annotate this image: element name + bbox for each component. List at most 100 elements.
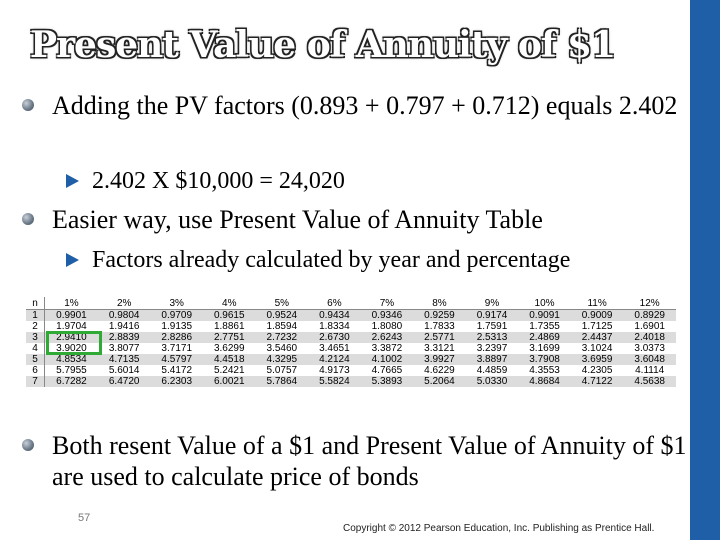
table-row: 5 4.8534 4.7135 4.5797 4.4518 4.3295 4.2124 4.1… (26, 354, 676, 365)
highlight-box (46, 331, 102, 355)
factor-cell: 3.3872 (371, 343, 403, 354)
bullet-icon (22, 99, 34, 111)
bullet-2-sub-1: Factors already calculated by year and p… (92, 247, 571, 273)
factor-cell: 0.9615 (203, 309, 256, 321)
factor-cell: 4.3553 (529, 365, 560, 376)
bullet-icon (22, 213, 34, 225)
factor-cell: 4.1114 (635, 365, 665, 376)
factor-cell: 3.9020 (56, 343, 87, 354)
factor-cell: 3.1024 (581, 343, 613, 354)
table-row: 2 1.9704 1.9416 1.9135 1.8861 1.8594 1.8334 1.8… (26, 321, 676, 332)
factor-cell: 3.7908 (518, 354, 571, 365)
factor-cell: 5.7955 (56, 365, 87, 376)
factor-cell: 3.6959 (570, 354, 624, 365)
factor-cell: 4.1002 (360, 354, 414, 365)
period-cell: 1 (26, 309, 45, 321)
factor-cell: 0.8929 (623, 309, 676, 321)
factor-cell: 6.2303 (150, 376, 203, 387)
factor-cell: 4.4859 (476, 365, 508, 376)
factor-cell: 4.7665 (371, 365, 403, 376)
bullet-icon (22, 439, 34, 451)
factor-cell: 0.9346 (360, 309, 414, 321)
factor-cell: 1.6901 (634, 321, 665, 332)
factor-cell: 4.8684 (518, 376, 571, 387)
factor-cell: 1.7125 (581, 321, 613, 332)
factor-cell: 2.8286 (150, 332, 203, 343)
factor-cell: 2.6243 (360, 332, 414, 343)
factor-cell: 5.6014 (108, 365, 140, 376)
arrow-bullet-icon (66, 253, 79, 267)
factor-cell: 3.1699 (529, 343, 560, 354)
factor-cell: 4.2124 (308, 354, 361, 365)
period-cell: 6 (26, 365, 45, 376)
factor-cell: 3.6299 (213, 343, 245, 354)
table-header-cell: 2% (97, 297, 151, 310)
factor-cell: 1.9135 (161, 321, 193, 332)
factor-cell: 5.0757 (266, 365, 298, 376)
factor-cell: 4.8534 (44, 354, 98, 365)
factor-cell: 4.4518 (203, 354, 256, 365)
factor-cell: 5.4172 (161, 365, 193, 376)
factor-cell: 5.2421 (213, 365, 245, 376)
table-header-cell: 4% (203, 297, 256, 310)
bullet-1-sub-1: 2.402 X $10,000 = 24,020 (92, 168, 345, 194)
factor-cell: 1.9704 (56, 321, 87, 332)
period-cell: 4 (26, 343, 45, 354)
factor-cell: 0.9709 (150, 309, 203, 321)
factor-cell: 0.9009 (570, 309, 624, 321)
table-header-cell: 10% (518, 297, 571, 310)
copyright-text: Copyright © 2012 Pearson Education, Inc.… (343, 523, 655, 534)
table-header-cell: 3% (150, 297, 203, 310)
table-header-row: n 1% 2% 3% 4% 5% 6% 7% 8% 9% 10% 11% 12% (26, 297, 676, 310)
factor-cell: 4.2305 (581, 365, 613, 376)
factor-cell: 6.7282 (44, 376, 98, 387)
factor-cell: 3.2397 (476, 343, 508, 354)
factor-cell: 2.8839 (97, 332, 151, 343)
arrow-bullet-icon (66, 174, 79, 188)
factor-cell: 2.5313 (465, 332, 519, 343)
factor-cell: 2.4869 (518, 332, 571, 343)
factor-cell: 4.5797 (150, 354, 203, 365)
factor-cell: 1.7355 (529, 321, 560, 332)
factor-cell: 4.7135 (97, 354, 151, 365)
factor-cell: 1.7833 (424, 321, 455, 332)
factor-cell: 1.8080 (371, 321, 403, 332)
factor-cell: 5.0330 (465, 376, 519, 387)
factor-cell: 3.5460 (266, 343, 298, 354)
factor-cell: 2.7751 (203, 332, 256, 343)
slide-title: Present Value of Annuity of $1 (30, 24, 616, 66)
table-header-cell: 9% (465, 297, 519, 310)
factor-cell: 3.9927 (413, 354, 466, 365)
factor-cell: 5.3893 (360, 376, 414, 387)
table-header-cell: n (26, 297, 45, 310)
table-header-cell: 11% (570, 297, 624, 310)
factor-cell: 2.9410 (44, 332, 98, 343)
factor-cell: 2.7232 (255, 332, 309, 343)
factor-cell: 4.6229 (424, 365, 455, 376)
factor-cell: 4.5638 (623, 376, 676, 387)
table-header-cell: 12% (623, 297, 676, 310)
factor-cell: 1.7591 (476, 321, 508, 332)
side-accent-bar (690, 0, 720, 540)
table-row: 7 6.7282 6.4720 6.2303 6.0021 5.7864 5.5824 5.3… (26, 376, 676, 387)
factor-cell: 1.8334 (319, 321, 350, 332)
factor-cell: 2.4018 (623, 332, 676, 343)
factor-cell: 2.5771 (413, 332, 466, 343)
factor-cell: 2.4437 (570, 332, 624, 343)
factor-cell: 1.8594 (266, 321, 298, 332)
period-cell: 5 (26, 354, 45, 365)
factor-cell: 3.7171 (161, 343, 193, 354)
factor-cell: 0.9091 (518, 309, 571, 321)
factor-cell: 6.4720 (97, 376, 151, 387)
period-cell: 7 (26, 376, 45, 387)
factor-cell: 0.9804 (97, 309, 151, 321)
bullet-2-text: Easier way, use Present Value of Annuity… (52, 205, 543, 234)
factor-cell: 0.9524 (255, 309, 309, 321)
table-body: 1 0.9901 0.9804 0.9709 0.9615 0.9524 0.9434 0.9… (26, 309, 676, 387)
pv-annuity-table: n 1% 2% 3% 4% 5% 6% 7% 8% 9% 10% 11% 12% 1 0.9901 0.98… (26, 297, 676, 399)
factor-cell: 3.6048 (623, 354, 676, 365)
bullet-3-text: Both resent Value of a $1 and Present Va… (52, 431, 687, 491)
factor-cell: 0.9434 (308, 309, 361, 321)
bullet-1-text: Adding the PV factors (0.893 + 0.797 + 0… (52, 91, 678, 120)
factor-cell: 4.7122 (570, 376, 624, 387)
